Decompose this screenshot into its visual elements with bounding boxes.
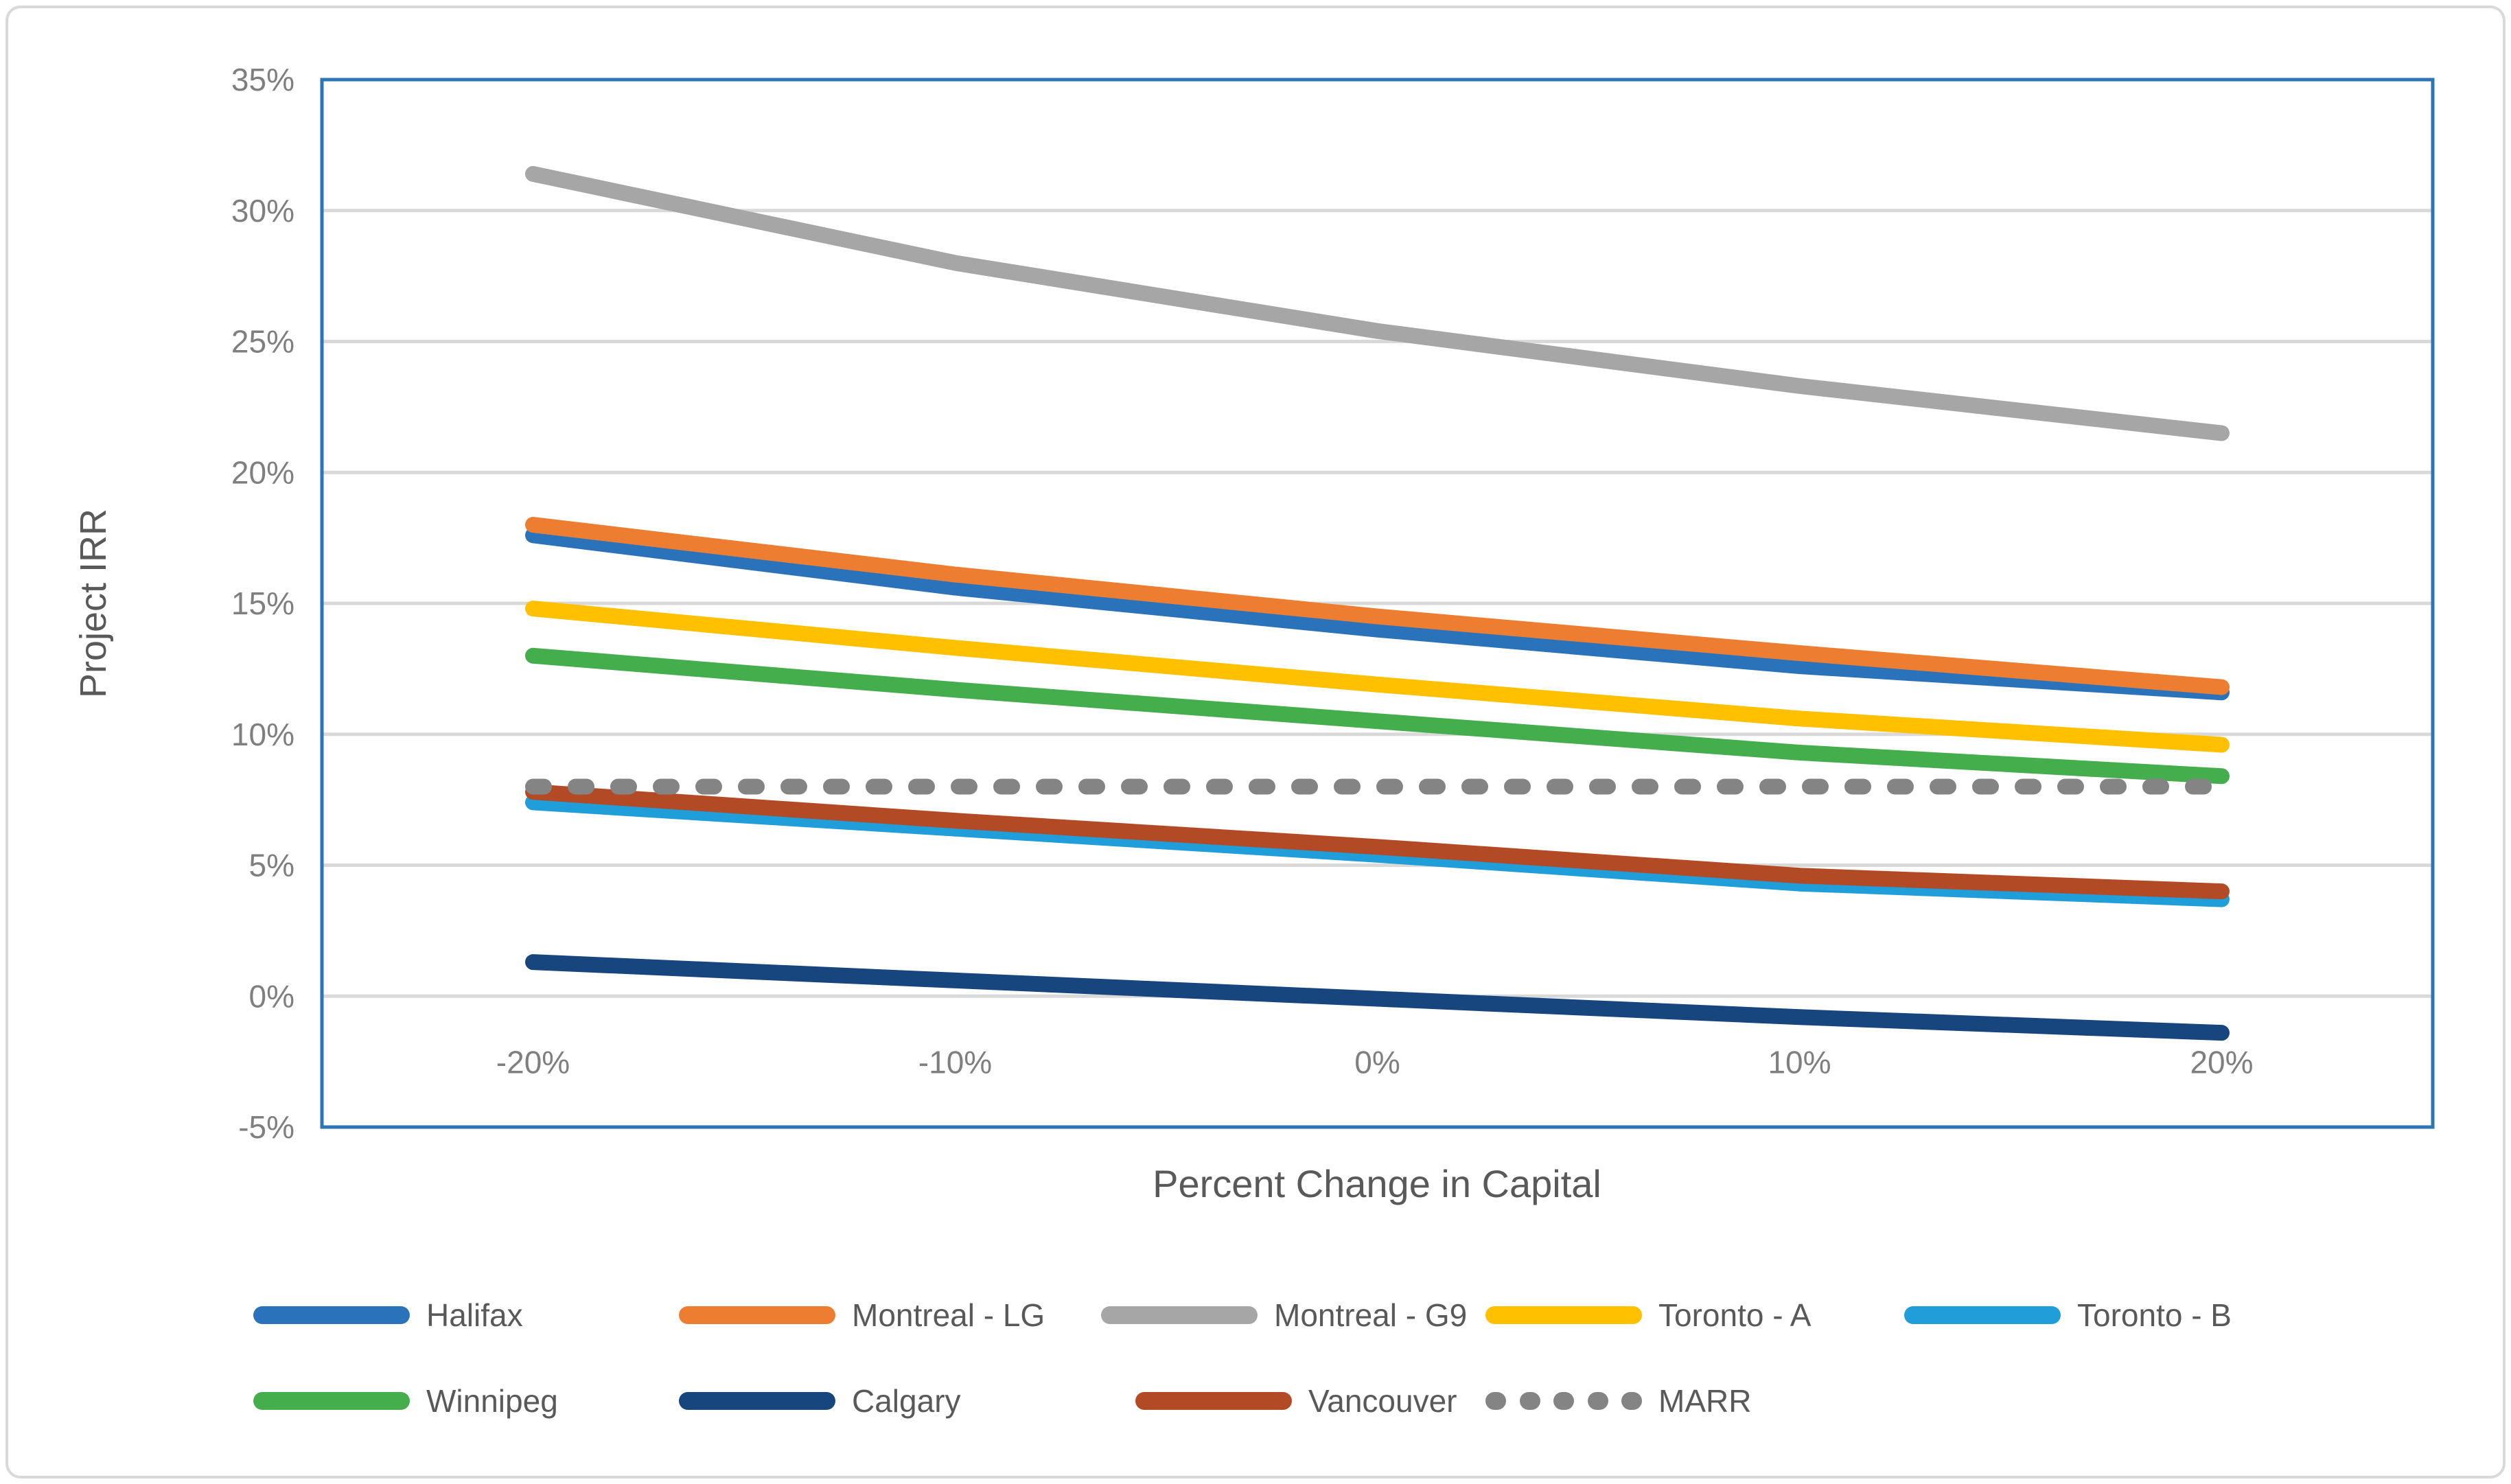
legend-dash xyxy=(1519,1392,1540,1410)
legend-dashed-swatch-marr xyxy=(1485,1392,1642,1410)
x-axis-title: Percent Change in Capital xyxy=(1153,1162,1601,1205)
y-tick-label: 25% xyxy=(231,324,294,360)
legend-item-toronto-b: Toronto - B xyxy=(1904,1297,2232,1333)
series-line-calgary xyxy=(525,954,2230,1041)
legend-dash xyxy=(1485,1392,1506,1410)
y-tick-label: 15% xyxy=(231,586,294,621)
legend-swatch-calgary xyxy=(679,1392,835,1410)
series-lines xyxy=(525,165,2230,1041)
legend-label-winnipeg: Winnipeg xyxy=(426,1383,558,1419)
x-tick-label: 10% xyxy=(1768,1044,1831,1080)
legend-label-toronto-b: Toronto - B xyxy=(2077,1297,2232,1333)
legend-label-marr: MARR xyxy=(1658,1383,1752,1419)
y-tick-label: 30% xyxy=(231,193,294,229)
y-axis-tick-labels: 35% 30% 25% 20% 15% 10% 5% 0% -5% xyxy=(231,62,294,1145)
legend-dash xyxy=(1553,1392,1574,1410)
legend-swatch-vancouver xyxy=(1135,1392,1292,1410)
legend-swatch-montreal-lg xyxy=(679,1306,835,1324)
plot-area-border xyxy=(320,78,2435,1129)
x-axis-tick-labels: -20% -10% 0% 10% 20% xyxy=(496,1044,2254,1080)
y-tick-label: 20% xyxy=(231,454,294,490)
y-tick-label: 5% xyxy=(249,848,294,883)
legend-swatch-winnipeg xyxy=(253,1392,410,1410)
x-tick-label: -10% xyxy=(918,1044,992,1080)
legend-item-winnipeg: Winnipeg xyxy=(253,1383,558,1419)
legend-label-toronto-a: Toronto - A xyxy=(1658,1297,1812,1333)
legend-item-montreal-g9: Montreal - G9 xyxy=(1101,1297,1468,1333)
x-tick-label: 0% xyxy=(1354,1044,1400,1080)
series-line-montreal-g9 xyxy=(525,165,2230,441)
legend-swatch-toronto-b xyxy=(1904,1306,2061,1324)
legend-item-montreal-lg: Montreal - LG xyxy=(679,1297,1045,1333)
y-tick-label: 35% xyxy=(231,62,294,97)
legend-item-halifax: Halifax xyxy=(253,1297,523,1333)
legend-label-calgary: Calgary xyxy=(852,1383,961,1419)
legend-swatch-toronto-a xyxy=(1485,1306,1642,1324)
y-tick-label: 10% xyxy=(231,717,294,752)
series-line-halifax xyxy=(525,527,2230,701)
y-tick-label: -5% xyxy=(238,1109,294,1145)
series-line-vancouver xyxy=(525,784,2230,900)
legend-item-calgary: Calgary xyxy=(679,1383,961,1419)
legend-swatch-halifax xyxy=(253,1306,410,1324)
legend-swatch-montreal-g9 xyxy=(1101,1306,1258,1324)
legend-label-vancouver: Vancouver xyxy=(1308,1383,1457,1419)
y-axis-title: Project IRR xyxy=(73,509,114,698)
x-tick-label: -20% xyxy=(496,1044,570,1080)
series-line-montreal-lg xyxy=(525,517,2230,695)
y-tick-label: 0% xyxy=(249,978,294,1014)
legend-item-toronto-a: Toronto - A xyxy=(1485,1297,1812,1333)
legend-label-montreal-lg: Montreal - LG xyxy=(852,1297,1045,1333)
chart-figure: 35% 30% 25% 20% 15% 10% 5% 0% -5% -20% -10% 0% 10% 2… xyxy=(5,5,2506,1479)
legend-item-vancouver: Vancouver xyxy=(1135,1383,1457,1419)
legend-label-halifax: Halifax xyxy=(426,1297,523,1333)
x-tick-label: 20% xyxy=(2190,1044,2253,1080)
series-line-toronto-a xyxy=(525,601,2230,753)
gridlines xyxy=(322,209,2433,998)
legend-dash xyxy=(1587,1392,1608,1410)
legend-label-montreal-g9: Montreal - G9 xyxy=(1274,1297,1468,1333)
series-line-winnipeg xyxy=(525,647,2230,785)
line-chart: 35% 30% 25% 20% 15% 10% 5% 0% -5% -20% -10% 0% 10% 2… xyxy=(73,62,2435,1205)
legend-dash xyxy=(1621,1392,1642,1410)
legend-item-marr: MARR xyxy=(1485,1383,1752,1419)
